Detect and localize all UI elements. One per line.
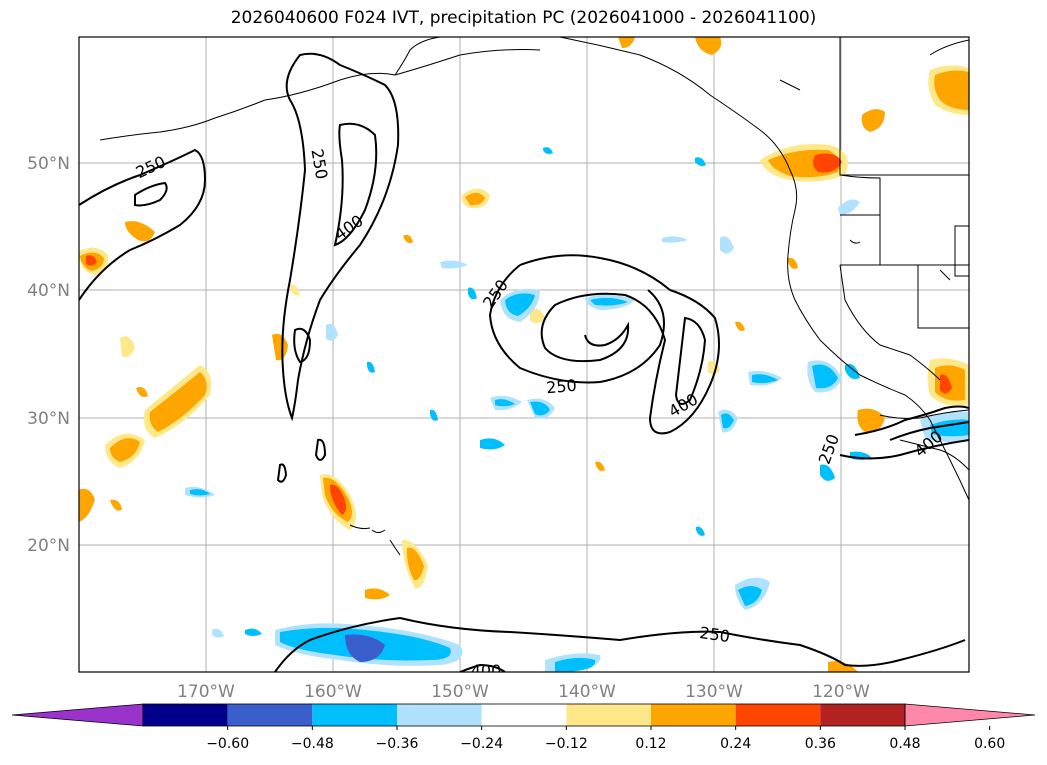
colorbar: −0.60 −0.48 −0.36 −0.24 −0.12 0.12 0.24 0.36 0.4… <box>11 703 1036 752</box>
colorbar-segment <box>397 704 482 726</box>
lon-label-130w: 130°W <box>685 682 743 702</box>
colorbar-tick-label: −0.60 <box>206 736 249 752</box>
coastlines <box>99 37 969 556</box>
map-frame <box>78 36 970 673</box>
colorbar-extend-low <box>11 703 144 727</box>
precip-positive-areas <box>79 37 969 672</box>
contour-label: 400 <box>471 661 502 680</box>
lat-label-30n: 30°N <box>27 409 70 429</box>
colorbar-tick-label: 0.12 <box>635 736 666 752</box>
lat-label-20n: 20°N <box>27 536 70 556</box>
lon-label-160w: 160°W <box>304 682 362 702</box>
contour-label: 250 <box>698 623 731 646</box>
colorbar-tick-label: −0.12 <box>545 736 588 752</box>
colorbar-tick-label: −0.48 <box>291 736 334 752</box>
colorbar-tick-label: −0.36 <box>376 736 419 752</box>
precip-negative-areas <box>185 147 969 672</box>
colorbar-tick-label: 0.24 <box>720 736 751 752</box>
colorbar-segment <box>227 704 313 726</box>
lon-label-170w: 170°W <box>177 682 235 702</box>
colorbar-tick-label: −0.24 <box>460 736 503 752</box>
longitude-labels: 170°W 160°W 150°W 140°W 130°W 120°W <box>177 682 870 702</box>
colorbar-segment <box>566 704 651 726</box>
colorbar-tick-label: 0.60 <box>974 736 1005 752</box>
lon-label-140w: 140°W <box>558 682 616 702</box>
colorbar-segment <box>820 704 905 726</box>
ivt-contours[interactable] <box>79 52 969 672</box>
colorbar-extend-high <box>904 703 1036 727</box>
colorbar-segment <box>143 704 228 726</box>
lat-label-40n: 40°N <box>27 281 70 301</box>
colorbar-segment <box>312 704 397 726</box>
colorbar-tick-label: 0.48 <box>889 736 920 752</box>
lon-label-120w: 120°W <box>812 682 870 702</box>
gridlines <box>79 37 969 672</box>
map-area[interactable] <box>79 37 969 672</box>
colorbar-border <box>142 703 906 727</box>
lon-label-150w: 150°W <box>431 682 489 702</box>
colorbar-tick-label: 0.36 <box>805 736 836 752</box>
colorbar-segment <box>481 704 567 726</box>
colorbar-segment <box>651 704 736 726</box>
map-title: 2026040600 F024 IVT, precipitation PC (2… <box>230 8 817 28</box>
latitude-labels: 50°N 40°N 30°N 20°N <box>27 154 70 556</box>
contour-label: 250 <box>545 376 577 398</box>
lat-label-50n: 50°N <box>27 154 70 174</box>
colorbar-segment <box>735 704 821 726</box>
